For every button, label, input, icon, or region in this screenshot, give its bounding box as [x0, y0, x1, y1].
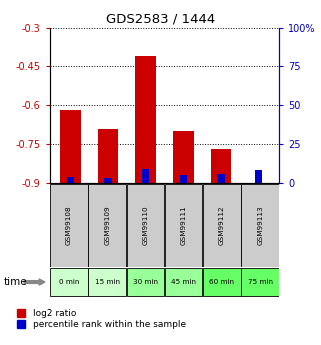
Bar — [217, 174, 225, 183]
Bar — [104, 178, 112, 183]
Bar — [180, 175, 187, 183]
Bar — [165, 184, 202, 267]
Bar — [241, 268, 279, 296]
Bar — [248, 183, 269, 184]
Bar — [135, 56, 156, 183]
Bar — [165, 268, 202, 296]
Text: GSM99113: GSM99113 — [257, 205, 263, 245]
Text: GSM99108: GSM99108 — [66, 205, 72, 245]
Text: GDS2583 / 1444: GDS2583 / 1444 — [106, 12, 215, 25]
Text: time: time — [3, 277, 27, 287]
Text: GSM99110: GSM99110 — [143, 205, 148, 245]
Text: GSM99112: GSM99112 — [219, 205, 225, 245]
Bar — [50, 184, 88, 267]
Text: 75 min: 75 min — [247, 279, 273, 285]
Bar — [211, 149, 231, 183]
Text: 30 min: 30 min — [133, 279, 158, 285]
Bar — [60, 110, 81, 183]
Bar — [203, 184, 241, 267]
Bar — [173, 131, 194, 183]
Legend: log2 ratio, percentile rank within the sample: log2 ratio, percentile rank within the s… — [17, 309, 186, 329]
Bar — [50, 268, 88, 296]
Text: GSM99111: GSM99111 — [181, 205, 187, 245]
Bar — [241, 184, 279, 267]
Text: 15 min: 15 min — [95, 279, 120, 285]
Bar — [98, 128, 118, 183]
Bar — [127, 184, 164, 267]
Bar — [88, 268, 126, 296]
Bar — [88, 184, 126, 267]
Bar — [127, 268, 164, 296]
Text: 0 min: 0 min — [59, 279, 79, 285]
Bar — [203, 268, 241, 296]
Text: 60 min: 60 min — [209, 279, 234, 285]
Bar — [67, 177, 74, 183]
Bar — [255, 170, 262, 183]
Text: 45 min: 45 min — [171, 279, 196, 285]
Text: GSM99109: GSM99109 — [104, 205, 110, 245]
Bar — [142, 169, 149, 183]
